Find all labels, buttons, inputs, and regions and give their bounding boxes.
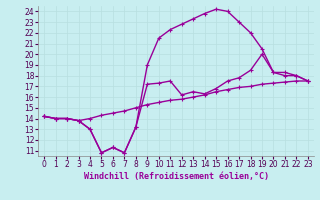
X-axis label: Windchill (Refroidissement éolien,°C): Windchill (Refroidissement éolien,°C) bbox=[84, 172, 268, 181]
